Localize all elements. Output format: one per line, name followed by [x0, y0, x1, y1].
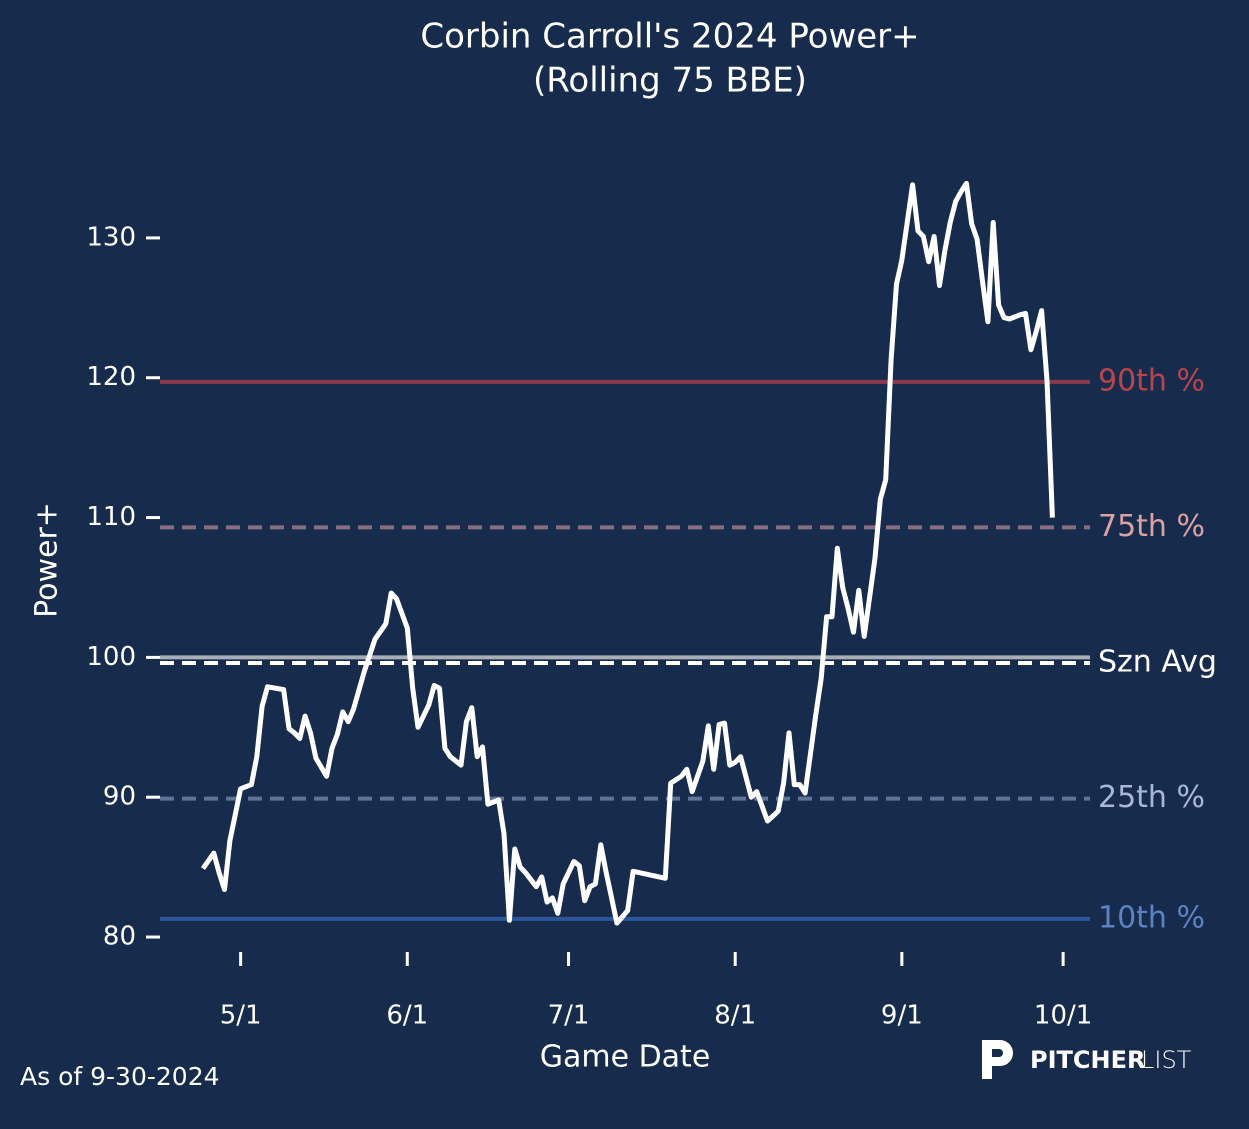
- logo-text-light: LIST: [1141, 1046, 1192, 1074]
- reference-label: 75th %: [1098, 509, 1205, 544]
- logo: PITCHER LIST: [982, 1040, 1192, 1079]
- chart-subtitle: (Rolling 75 BBE): [533, 61, 807, 101]
- reference-label: 10th %: [1098, 900, 1205, 935]
- x-tick-label: 8/1: [714, 1001, 756, 1031]
- y-tick-label: 100: [86, 642, 136, 672]
- x-tick-label: 10/1: [1034, 1001, 1092, 1031]
- y-tick-label: 120: [86, 362, 136, 392]
- logo-icon: [982, 1040, 1013, 1079]
- y-tick-label: 130: [86, 222, 136, 252]
- x-tick-label: 6/1: [386, 1001, 428, 1031]
- y-tick-label: 80: [103, 922, 136, 952]
- y-axis-label: Power+: [30, 502, 65, 618]
- logo-text-bold: PITCHER: [1030, 1046, 1145, 1074]
- x-tick-label: 9/1: [881, 1001, 923, 1031]
- x-tick-label: 5/1: [220, 1001, 262, 1031]
- x-axis-label: Game Date: [540, 1040, 711, 1075]
- data-line: [200, 180, 1055, 926]
- x-tick-label: 7/1: [548, 1001, 590, 1031]
- reference-label: Szn Avg: [1098, 644, 1217, 679]
- reference-label: 25th %: [1098, 780, 1205, 815]
- y-tick-label: 110: [86, 502, 136, 532]
- y-tick-label: 90: [103, 782, 136, 812]
- chart-title: Corbin Carroll's 2024 Power+: [420, 17, 919, 57]
- footnote: As of 9-30-2024: [20, 1062, 220, 1091]
- reference-label: 90th %: [1098, 363, 1205, 398]
